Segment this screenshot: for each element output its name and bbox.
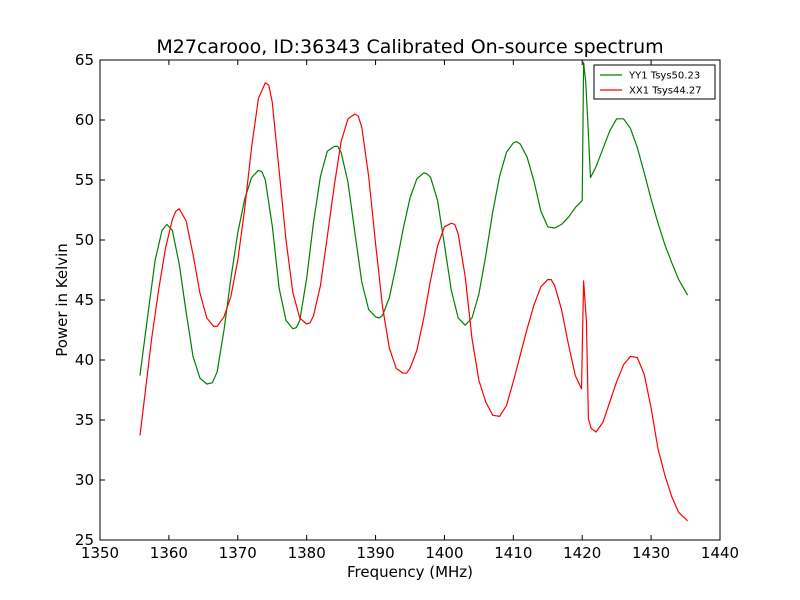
y-tick-label: 65: [75, 51, 94, 69]
y-axis-label: Power in Kelvin: [53, 243, 71, 357]
legend-label: XX1 Tsys44.27: [629, 86, 702, 97]
series-line-xx1: [139, 82, 689, 522]
x-tick-label: 1370: [219, 544, 257, 562]
y-tick-label: 60: [75, 111, 94, 129]
y-tick-label: 45: [75, 291, 94, 309]
x-tick-label: 1420: [563, 544, 601, 562]
x-tick-label: 1440: [701, 544, 739, 562]
x-tick-label: 1430: [632, 544, 670, 562]
y-tick-label: 50: [75, 231, 94, 249]
x-tick-label: 1400: [425, 544, 463, 562]
y-tick-label: 40: [75, 351, 94, 369]
series-group: [139, 61, 689, 522]
x-tick-label: 1380: [288, 544, 326, 562]
x-tick-label: 1390: [356, 544, 394, 562]
y-tick-label: 35: [75, 411, 94, 429]
x-tick-label: 1410: [494, 544, 532, 562]
x-tick-label: 1350: [81, 544, 119, 562]
y-tick-label: 25: [75, 531, 94, 549]
x-axis-label: Frequency (MHz): [347, 563, 473, 581]
legend-label: YY1 Tsys50.23: [628, 71, 700, 82]
y-tick-label: 30: [75, 471, 94, 489]
y-tick-label: 55: [75, 171, 94, 189]
chart-title: M27carooo, ID:36343 Calibrated On-source…: [156, 36, 663, 58]
axis-ticks: 1350 1360 1370 1380 1390 1400 1410 1420 1430 1440…: [75, 51, 739, 562]
series-line-yy1: [139, 61, 689, 385]
legend: YY1 Tsys50.23 XX1 Tsys44.27: [593, 64, 716, 100]
legend-box: [593, 64, 716, 100]
x-tick-label: 1360: [150, 544, 188, 562]
